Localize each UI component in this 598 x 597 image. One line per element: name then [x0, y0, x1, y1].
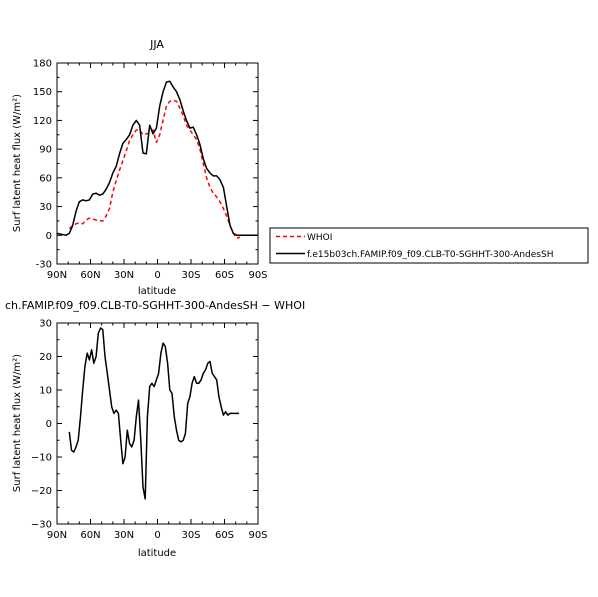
bottom-panel: ch.FAMIP.f09_f09.CLB-T0-SGHHT-300-AndesS… — [5, 299, 305, 559]
top-series-line-0 — [68, 99, 241, 239]
top-y-tick-label: 30 — [39, 202, 52, 213]
legend-box — [269, 227, 589, 264]
bottom-x-tick-label: 60S — [215, 530, 234, 541]
bottom-plot-area: 90N 60N 30N 0 30S 60S 90S −30 −20 −10 0 10 20 30 — [31, 319, 268, 542]
top-y-tick-label: 150 — [33, 87, 52, 98]
legend-label-whoi: WHOI — [307, 233, 332, 243]
bottom-x-tick-label: 0 — [154, 530, 160, 541]
bottom-series-line-0 — [68, 327, 239, 500]
top-y-tick-label: -30 — [36, 260, 52, 271]
top-y-tick-label: 60 — [39, 173, 52, 184]
bottom-y-tick-label: 0 — [46, 419, 52, 430]
bottom-y-tick-label: 20 — [39, 352, 52, 363]
bottom-panel-title: ch.FAMIP.f09_f09.CLB-T0-SGHHT-300-AndesS… — [5, 299, 305, 312]
bottom-y-tick-label: 10 — [39, 386, 52, 397]
top-x-tick-label: 30N — [114, 270, 134, 281]
top-series-line-1 — [56, 80, 258, 237]
top-y-tick-label: 120 — [33, 116, 52, 127]
top-x-tick-label: 0 — [154, 270, 160, 281]
legend: WHOI f.e15b03ch.FAMIP.f09_f09.CLB-T0-SGH… — [269, 227, 589, 264]
legend-label-model: f.e15b03ch.FAMIP.f09_f09.CLB-T0-SGHHT-30… — [307, 250, 553, 260]
bottom-x-tick-label: 30S — [181, 530, 200, 541]
top-x-axis-label: latitude — [138, 286, 176, 297]
bottom-y-axis-label: Surf latent heat flux (W/m²) — [12, 354, 23, 492]
bottom-x-tick-label: 90N — [47, 530, 67, 541]
bottom-y-tick-label: −10 — [31, 453, 52, 464]
top-x-tick-label: 60N — [80, 270, 100, 281]
top-y-tick-label: 90 — [39, 145, 52, 156]
bottom-y-tick-label: 30 — [39, 319, 52, 330]
top-y-tick-label: 0 — [46, 231, 52, 242]
top-x-tick-label: 60S — [215, 270, 234, 281]
top-plot-area: 90N 60N 30N 0 30S 60S 90S -30 0 30 60 90 120 150 180 — [33, 59, 268, 282]
top-x-tick-label: 90N — [47, 270, 67, 281]
top-x-tick-label: 30S — [181, 270, 200, 281]
top-plot-frame — [56, 62, 259, 265]
top-y-axis-label: Surf latent heat flux (W/m²) — [12, 94, 23, 232]
bottom-y-tick-label: −20 — [31, 486, 52, 497]
top-y-tick-label: 180 — [33, 59, 52, 70]
bottom-x-tick-label: 60N — [80, 530, 100, 541]
top-x-tick-label: 90S — [248, 270, 267, 281]
bottom-x-axis-label: latitude — [138, 548, 176, 559]
bottom-x-tick-label: 30N — [114, 530, 134, 541]
bottom-x-tick-label: 90S — [248, 530, 267, 541]
top-panel: JJA 90N 60N 30N 0 30S 60S 90S -30 0 30 60 90 120 150 1… — [12, 38, 268, 297]
top-panel-title: JJA — [149, 38, 164, 51]
bottom-y-tick-label: −30 — [31, 520, 52, 531]
